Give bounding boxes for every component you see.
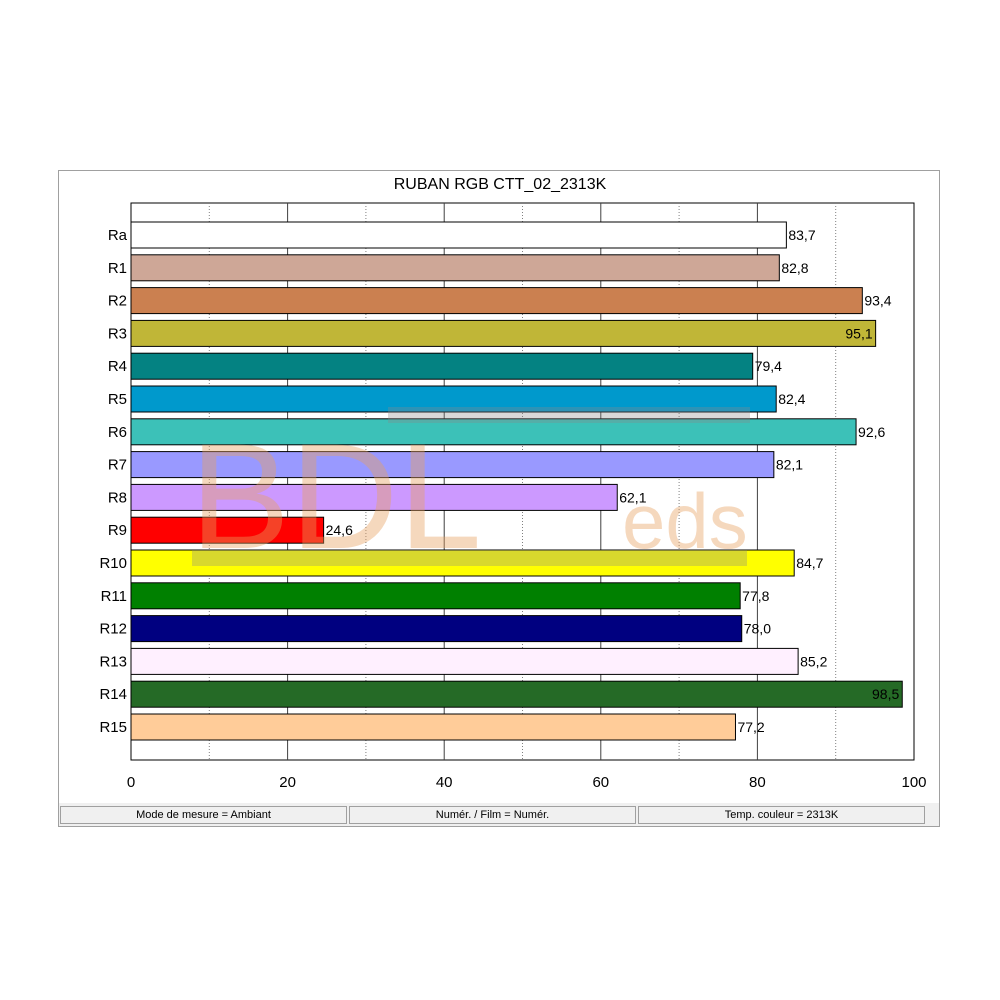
status-film: Numér. / Film = Numér. bbox=[349, 806, 636, 824]
value-label-r8: 62,1 bbox=[619, 489, 646, 505]
value-label-r15: 77,2 bbox=[737, 719, 764, 735]
category-labels: Ra R1 R2 R3 R4 R5 R6 R7 R8 R9 R10 R11 R12 R13 R14 R15 bbox=[99, 227, 127, 736]
bar-ra bbox=[130, 221, 787, 249]
bar-r8 bbox=[130, 483, 618, 511]
bar-r4 bbox=[130, 352, 754, 380]
x-tick-label: 60 bbox=[592, 774, 609, 791]
value-labels: 83,7 82,8 93,4 95,1 79,4 82,4 92,6 82,1 62,1 24,6… bbox=[326, 227, 900, 735]
value-label-r2: 93,4 bbox=[864, 293, 891, 309]
value-label-r9: 24,6 bbox=[326, 522, 353, 538]
chart-title: RUBAN RGB CTT_02_2313K bbox=[394, 176, 607, 193]
x-tick-label: 0 bbox=[127, 774, 135, 791]
category-label-r7: R7 bbox=[108, 457, 127, 474]
watermark: BDL eds bbox=[190, 407, 750, 580]
bar-r3 bbox=[130, 319, 877, 347]
category-label-r13: R13 bbox=[99, 653, 127, 670]
value-label-ra: 83,7 bbox=[788, 227, 815, 243]
watermark-text-small: eds bbox=[622, 477, 748, 565]
bar-r14 bbox=[130, 680, 903, 708]
value-label-r13: 85,2 bbox=[800, 653, 827, 669]
bar-r5 bbox=[130, 385, 777, 413]
category-label-r12: R12 bbox=[99, 621, 127, 638]
value-label-r5: 82,4 bbox=[778, 391, 805, 407]
bars bbox=[130, 221, 903, 741]
x-tick-label: 100 bbox=[901, 774, 926, 791]
category-label-ra: Ra bbox=[108, 227, 128, 244]
x-tick-label: 80 bbox=[749, 774, 766, 791]
category-label-r15: R15 bbox=[99, 719, 127, 736]
category-label-r9: R9 bbox=[108, 522, 127, 539]
status-color-temp: Temp. couleur = 2313K bbox=[638, 806, 925, 824]
value-label-r12: 78,0 bbox=[744, 621, 771, 637]
category-label-r4: R4 bbox=[108, 358, 127, 375]
category-label-r2: R2 bbox=[108, 293, 127, 310]
x-tick-label: 40 bbox=[436, 774, 453, 791]
category-label-r14: R14 bbox=[99, 686, 127, 703]
category-label-r10: R10 bbox=[99, 555, 127, 572]
category-label-r8: R8 bbox=[108, 489, 127, 506]
bar-r11 bbox=[130, 582, 741, 610]
value-label-r11: 77,8 bbox=[742, 588, 769, 604]
bar-r15 bbox=[130, 713, 736, 741]
status-measure-mode: Mode de mesure = Ambiant bbox=[60, 806, 347, 824]
bar-r1 bbox=[130, 254, 780, 282]
category-label-r5: R5 bbox=[108, 391, 127, 408]
bar-r10 bbox=[130, 549, 795, 577]
value-label-r4: 79,4 bbox=[755, 358, 782, 374]
x-tick-labels: 0 20 40 60 80 100 bbox=[127, 774, 927, 791]
watermark-bar-top bbox=[388, 407, 750, 423]
category-label-r1: R1 bbox=[108, 260, 127, 277]
bar-r9 bbox=[130, 516, 325, 544]
x-tick-label: 20 bbox=[279, 774, 296, 791]
value-label-r1: 82,8 bbox=[781, 260, 808, 276]
bar-r12 bbox=[130, 615, 743, 643]
category-label-r11: R11 bbox=[101, 588, 127, 605]
value-label-r7: 82,1 bbox=[776, 457, 803, 473]
bar-r13 bbox=[130, 647, 799, 675]
value-label-r14: 98,5 bbox=[872, 686, 899, 702]
value-label-r3: 95,1 bbox=[845, 325, 872, 341]
category-label-r6: R6 bbox=[108, 424, 127, 441]
watermark-text-main: BDL bbox=[190, 412, 482, 580]
watermark-bar-bottom bbox=[192, 550, 747, 566]
value-label-r10: 84,7 bbox=[796, 555, 823, 571]
bar-r7 bbox=[130, 451, 775, 479]
bar-r2 bbox=[130, 287, 863, 315]
category-label-r3: R3 bbox=[108, 325, 127, 342]
value-label-r6: 92,6 bbox=[858, 424, 885, 440]
bar-r6 bbox=[130, 418, 857, 446]
